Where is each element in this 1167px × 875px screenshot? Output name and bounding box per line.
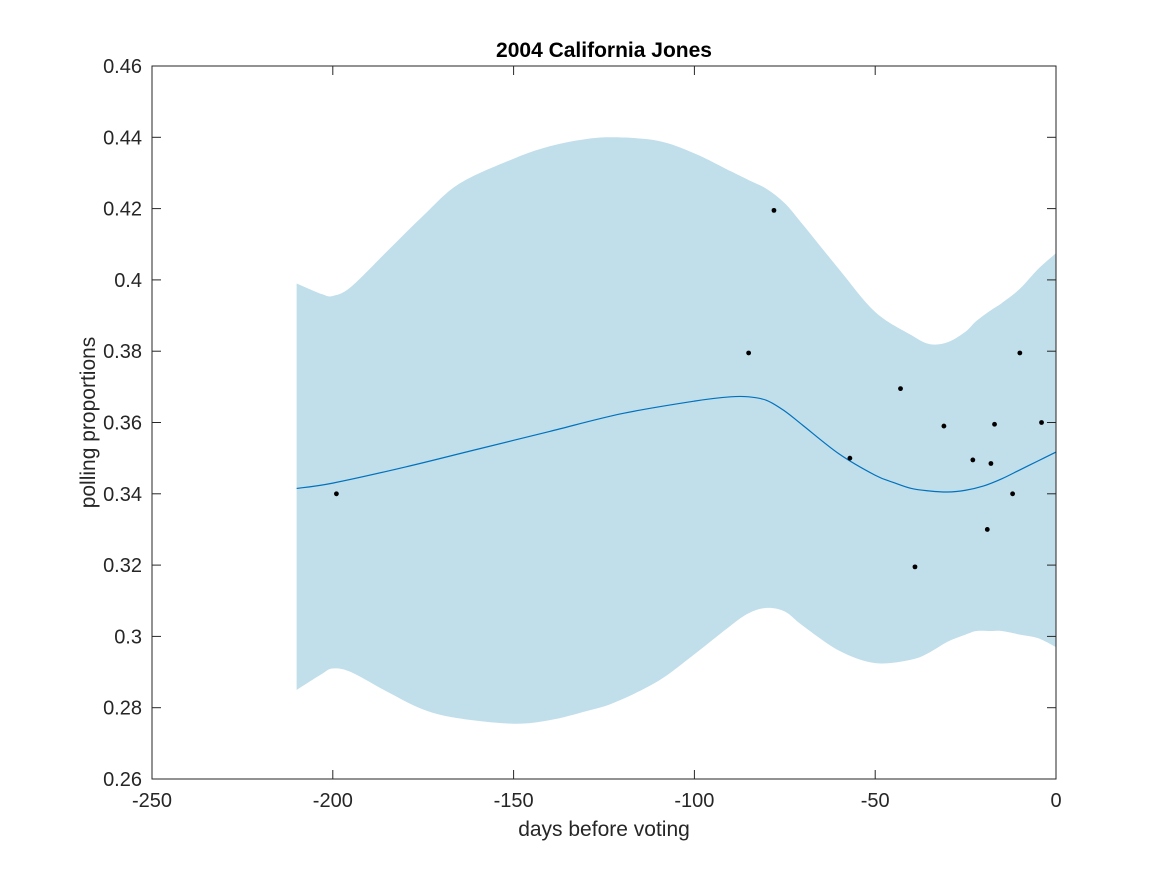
data-point <box>847 455 853 461</box>
y-tick-label: 0.26 <box>103 769 142 791</box>
data-point <box>334 491 339 497</box>
x-tick-label: -150 <box>494 790 534 812</box>
data-point <box>988 461 994 466</box>
data-point <box>1039 420 1044 425</box>
data-point <box>970 457 976 463</box>
chart-title: 2004 California Jones <box>496 39 712 62</box>
plot-area <box>296 137 1057 724</box>
y-tick-label: 0.36 <box>103 413 142 435</box>
confidence-band <box>296 137 1056 724</box>
y-tick-label: 0.42 <box>103 199 142 221</box>
data-point <box>941 423 947 429</box>
y-tick-label: 0.28 <box>103 698 142 720</box>
y-tick-label: 0.46 <box>103 56 142 78</box>
x-tick-label: -50 <box>861 790 890 812</box>
data-point <box>1010 491 1016 497</box>
y-tick-label: 0.38 <box>103 341 142 363</box>
x-tick-label: -100 <box>674 790 714 812</box>
axes: -250 -200 -150 -100 -50 0 0.26 0.28 0.3 0.32 0.34 0… <box>103 56 1062 812</box>
y-axis-label: polling proportions <box>77 337 100 509</box>
y-tick-label: 0.34 <box>103 484 142 506</box>
data-point <box>912 564 918 570</box>
data-point <box>992 421 997 427</box>
x-tick-label: 0 <box>1050 790 1061 812</box>
y-tick-label: 0.44 <box>103 127 142 149</box>
data-point <box>898 386 903 392</box>
data-point <box>984 527 990 532</box>
trend-line <box>296 395 1057 493</box>
data-point <box>1017 350 1023 356</box>
x-tick-label: -250 <box>132 790 172 812</box>
x-axis-label: days before voting <box>518 818 690 841</box>
data-point <box>771 207 777 213</box>
x-tick-label: -200 <box>313 790 353 812</box>
y-tick-label: 0.3 <box>114 626 142 648</box>
y-tick-label: 0.32 <box>103 555 142 577</box>
data-point <box>746 350 752 356</box>
y-tick-label: 0.4 <box>114 270 142 292</box>
